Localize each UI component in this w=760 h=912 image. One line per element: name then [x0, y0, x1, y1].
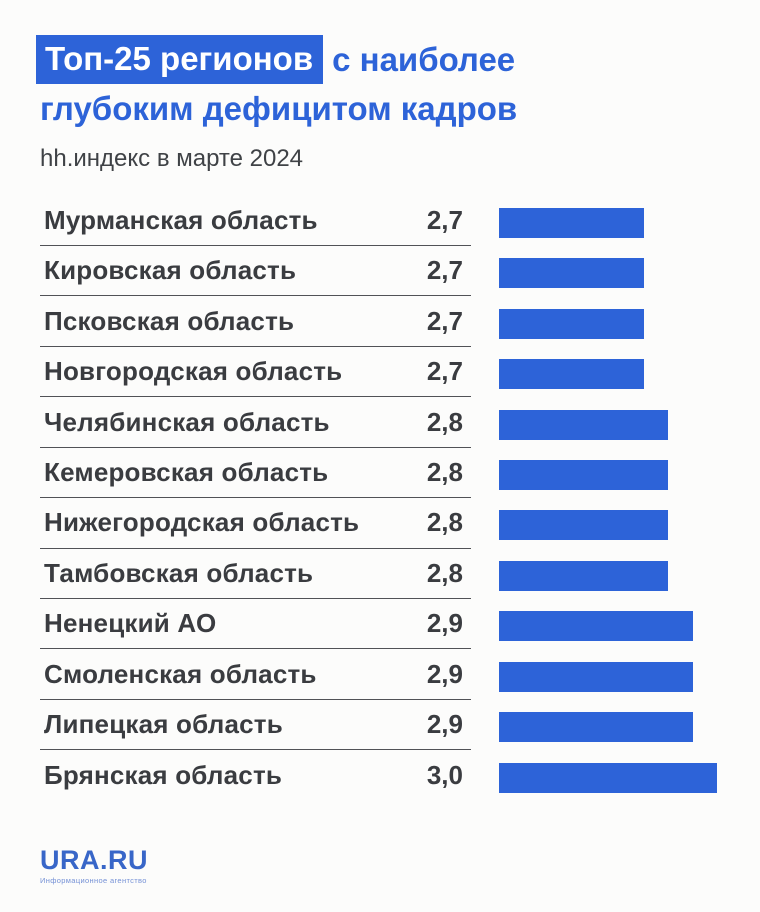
bar-track	[499, 397, 720, 447]
brand-logo: URA.RU	[40, 845, 148, 875]
bar-track	[499, 649, 720, 699]
row-label-group: Новгородская область 2,7	[40, 347, 471, 398]
region-label: Псковская область	[44, 305, 295, 336]
region-label: Тамбовская область	[44, 557, 314, 588]
row-label-group: Кемеровская область 2,8	[40, 448, 471, 499]
region-value: 2,9	[426, 608, 463, 639]
region-value: 2,8	[426, 406, 463, 437]
chart-row: Нижегородская область 2,8	[40, 498, 720, 549]
chart-row: Новгородская область 2,7	[40, 347, 720, 398]
bar	[499, 308, 644, 339]
chart-row: Кемеровская область 2,8	[40, 448, 720, 499]
region-value: 2,8	[426, 507, 463, 538]
row-label-group: Псковская область 2,7	[40, 296, 471, 347]
region-value: 3,0	[426, 760, 463, 791]
chart-row: Тамбовская область 2,8	[40, 549, 720, 600]
bar-track	[499, 296, 720, 346]
footer: URA.RU Информационное агентство	[40, 845, 148, 886]
region-label: Ненецкий АО	[44, 608, 217, 639]
bar	[499, 510, 668, 541]
bar-track	[499, 196, 720, 246]
bar	[499, 560, 668, 591]
row-label-group: Ненецкий АО 2,9	[40, 599, 471, 650]
row-label-group: Кировская область 2,7	[40, 246, 471, 297]
region-label: Брянская область	[44, 760, 283, 791]
region-value: 2,7	[426, 305, 463, 336]
region-value: 2,7	[426, 204, 463, 235]
page-title-line2: глубоким дефицитом кадров	[40, 90, 518, 128]
bar	[499, 409, 668, 440]
region-value: 2,9	[426, 658, 463, 689]
bar	[499, 359, 644, 390]
chart-row: Мурманская область 2,7	[40, 196, 720, 246]
bar	[499, 712, 693, 743]
row-label-group: Липецкая область 2,9	[40, 700, 471, 751]
bar-track	[499, 498, 720, 548]
chart-row: Кировская область 2,7	[40, 246, 720, 297]
header: Топ-25 регионов с наиболее глубоким дефи…	[0, 0, 760, 173]
page-title-line1: Топ-25 регионов с наиболее	[36, 35, 730, 85]
row-label-group: Челябинская область 2,8	[40, 397, 471, 448]
region-value: 2,9	[426, 709, 463, 740]
bar	[499, 661, 693, 692]
brand-tagline: Информационное агентство	[40, 876, 147, 885]
region-value: 2,7	[426, 356, 463, 387]
bar-track	[499, 599, 720, 649]
region-label: Липецкая область	[44, 709, 283, 740]
region-label: Кемеровская область	[44, 456, 329, 487]
row-label-group: Нижегородская область 2,8	[40, 498, 471, 549]
chart-row: Брянская область 3,0	[40, 750, 720, 800]
region-label: Кировская область	[44, 255, 297, 286]
region-label: Новгородская область	[44, 356, 343, 387]
region-value: 2,8	[426, 456, 463, 487]
region-label: Нижегородская область	[44, 507, 360, 538]
chart-row: Ненецкий АО 2,9	[40, 599, 720, 650]
region-label: Смоленская область	[44, 658, 317, 689]
bar-track	[499, 549, 720, 599]
bar	[499, 459, 668, 490]
row-label-group: Тамбовская область 2,8	[40, 549, 471, 600]
row-label-group: Брянская область 3,0	[40, 750, 471, 800]
bar-track	[499, 347, 720, 397]
chart-subtitle: hh.индекс в марте 2024	[40, 144, 304, 172]
chart-row: Липецкая область 2,9	[40, 700, 720, 751]
title-rest: с наиболее	[332, 40, 516, 78]
bar	[499, 611, 693, 642]
title-highlight: Топ-25 регионов	[36, 35, 324, 85]
bar-track	[499, 448, 720, 498]
bar-track	[499, 246, 720, 296]
bar	[499, 207, 644, 238]
region-label: Челябинская область	[44, 406, 330, 437]
chart-row: Псковская область 2,7	[40, 296, 720, 347]
bar	[499, 762, 717, 793]
chart-rows: Мурманская область 2,7 Кировская область 2,…	[40, 196, 720, 801]
region-value: 2,8	[426, 557, 463, 588]
region-label: Мурманская область	[44, 204, 318, 235]
row-label-group: Смоленская область 2,9	[40, 649, 471, 700]
chart-row: Челябинская область 2,8	[40, 397, 720, 448]
chart-row: Смоленская область 2,9	[40, 649, 720, 700]
bar-track	[499, 750, 720, 800]
row-label-group: Мурманская область 2,7	[40, 196, 471, 246]
bar-track	[499, 700, 720, 750]
bar	[499, 258, 644, 289]
region-value: 2,7	[426, 255, 463, 286]
